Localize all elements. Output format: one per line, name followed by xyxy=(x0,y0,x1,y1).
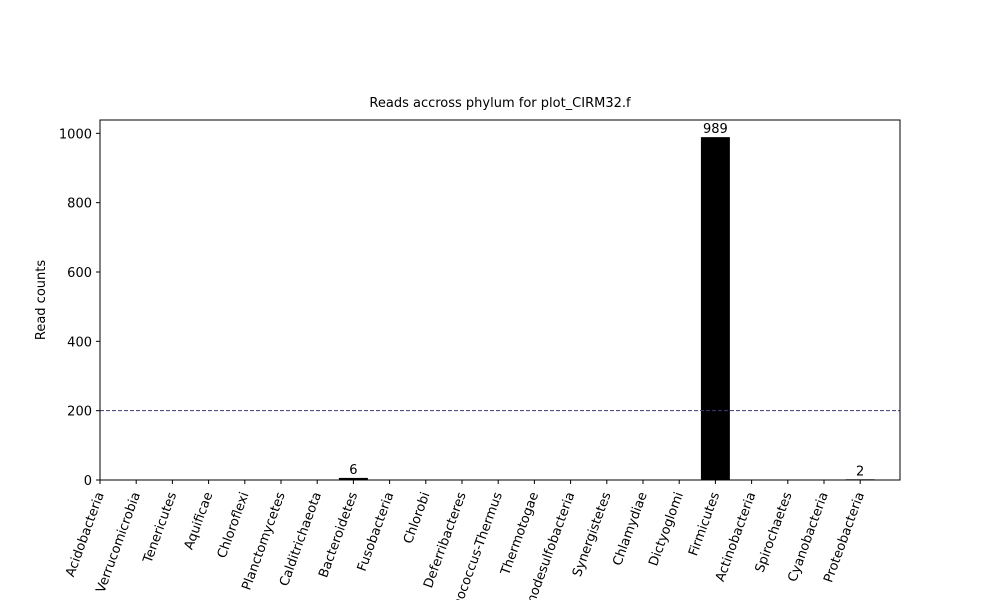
x-tick-label: Thermotogae xyxy=(498,490,542,578)
y-axis-label: Read counts xyxy=(34,260,49,340)
x-tick-label: Chlamydiae xyxy=(610,490,650,568)
value-label: 6 xyxy=(349,463,357,478)
x-tick-label: Chlorobi xyxy=(401,490,433,546)
plot-frame xyxy=(99,119,901,481)
x-tick-label: Synergistetes xyxy=(570,490,615,579)
chart-title: Reads accross phylum for plot_CIRM32.f xyxy=(369,96,631,111)
x-tick-label: Spirochaetes xyxy=(753,490,796,575)
x-tick-label: Firmicutes xyxy=(686,490,723,558)
value-label: 2 xyxy=(856,464,864,479)
y-tick-label: 400 xyxy=(67,335,92,350)
bar xyxy=(700,137,730,480)
y-tick-label: 800 xyxy=(67,197,92,212)
x-tick-label: Bacteroidetes xyxy=(316,490,361,580)
x-tick-label: Dictyoglomi xyxy=(646,490,687,568)
y-tick-label: 600 xyxy=(67,266,92,281)
y-tick-label: 1000 xyxy=(59,127,92,142)
x-tick-label: Acidobacteria xyxy=(63,490,108,579)
value-label: 989 xyxy=(703,122,728,137)
y-tick-label: 200 xyxy=(67,405,92,420)
y-tick-label: 0 xyxy=(84,474,92,489)
x-tick-label: Fusobacteria xyxy=(355,490,398,573)
bar xyxy=(338,477,368,480)
x-tick-label: Aquificae xyxy=(182,490,217,552)
x-tick-label: Tenericutes xyxy=(140,490,180,566)
x-tick-label: Chloroflexi xyxy=(215,490,253,560)
